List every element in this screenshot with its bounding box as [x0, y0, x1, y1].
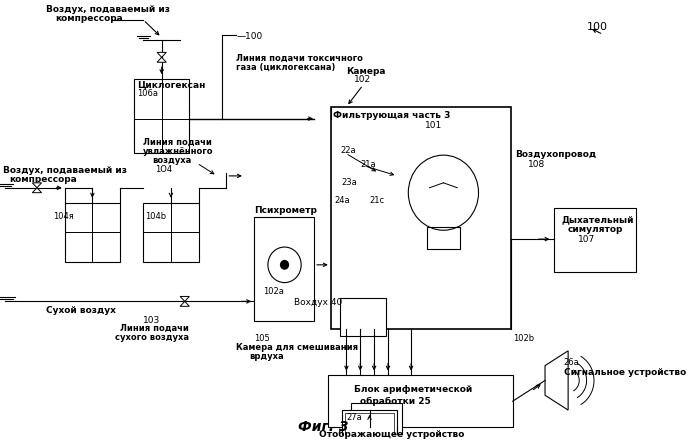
Bar	[328, 375, 512, 427]
Text: Фиг. 3: Фиг. 3	[298, 420, 349, 434]
Bar	[554, 208, 635, 272]
Text: компрессора: компрессора	[55, 14, 123, 23]
Text: 26а: 26а	[563, 358, 579, 367]
Text: Камера: Камера	[347, 67, 386, 76]
Bar	[340, 298, 386, 336]
Text: 108: 108	[528, 160, 546, 169]
Polygon shape	[157, 52, 166, 57]
Polygon shape	[32, 188, 41, 193]
Text: 107: 107	[578, 235, 596, 244]
Bar	[143, 202, 199, 262]
Text: Отображающее устройство: Отображающее устройство	[319, 430, 464, 439]
Text: врдуха: врдуха	[250, 352, 284, 361]
Text: 101: 101	[425, 121, 442, 129]
Text: 22а: 22а	[340, 146, 356, 155]
Text: 23а: 23а	[342, 178, 358, 187]
Text: Камера для смешивания: Камера для смешивания	[236, 343, 358, 352]
Text: газа (циклогексана): газа (циклогексана)	[236, 63, 335, 72]
Text: воздуха: воздуха	[152, 156, 192, 165]
Text: обработки 25: обработки 25	[360, 397, 431, 406]
Text: Дыхательный: Дыхательный	[562, 216, 634, 224]
Text: Психрометр: Психрометр	[254, 205, 317, 215]
Text: Линия подачи: Линия подачи	[143, 138, 212, 147]
Text: —100: —100	[236, 32, 263, 40]
Text: 104я: 104я	[54, 213, 74, 221]
Text: Воздух, подаваемый из: Воздух, подаваемый из	[46, 5, 170, 14]
Circle shape	[268, 247, 301, 282]
Text: увлажнённого: увлажнённого	[143, 147, 214, 156]
Text: 100: 100	[586, 22, 607, 32]
Text: Линия подачи токсичного: Линия подачи токсичного	[236, 55, 363, 63]
Circle shape	[280, 260, 289, 270]
Text: Воздухопровод: Воздухопровод	[515, 150, 596, 159]
Bar	[254, 217, 314, 321]
Text: 102a: 102a	[264, 286, 284, 296]
Polygon shape	[180, 301, 189, 306]
Text: Сигнальное устройство: Сигнальное устройство	[563, 367, 686, 377]
Text: Циклогексан: Циклогексан	[137, 81, 205, 90]
Text: Фильтрующая часть 3: Фильтрующая часть 3	[333, 111, 450, 120]
Text: 104b: 104b	[145, 213, 166, 221]
Text: 102b: 102b	[512, 334, 534, 343]
Text: 21а: 21а	[360, 160, 376, 169]
Bar	[65, 202, 120, 262]
Polygon shape	[32, 183, 41, 188]
Text: Линия подачи: Линия подачи	[120, 324, 189, 333]
Text: симулятор: симулятор	[567, 225, 623, 234]
Bar	[351, 403, 402, 440]
Text: 24а: 24а	[334, 196, 350, 205]
Bar	[134, 79, 189, 153]
Text: 21с: 21с	[370, 196, 384, 205]
Text: Блок арифметической: Блок арифметической	[354, 385, 472, 394]
Text: Сухой воздух: Сухой воздух	[46, 306, 116, 315]
Text: Вохдух 40: Вохдух 40	[294, 298, 342, 308]
Text: Воздух, подаваемый из: Воздух, подаваемый из	[3, 166, 127, 175]
Text: 105: 105	[254, 334, 270, 343]
Text: 106а: 106а	[137, 89, 158, 98]
Polygon shape	[180, 297, 189, 301]
Text: компрессора: компрессора	[9, 175, 77, 184]
Bar	[342, 410, 397, 440]
Text: 1О4: 1О4	[155, 165, 173, 174]
Bar	[331, 107, 511, 329]
Bar	[427, 227, 460, 249]
Polygon shape	[157, 57, 166, 62]
Text: 102: 102	[354, 75, 371, 84]
Text: сухого воздуха: сухого воздуха	[115, 333, 189, 342]
Text: 27а: 27а	[347, 413, 362, 422]
Bar	[345, 413, 394, 440]
Text: 103: 103	[143, 316, 161, 325]
